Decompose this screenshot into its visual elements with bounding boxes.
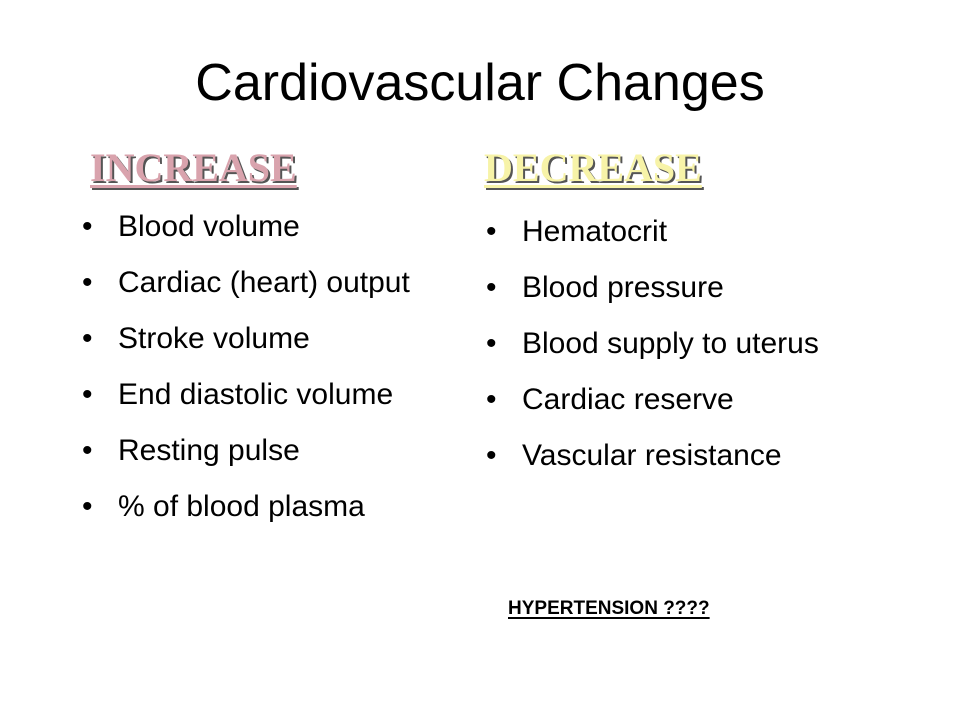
- bullet-icon: •: [486, 327, 497, 360]
- bullet-icon: •: [82, 378, 93, 411]
- decrease-list: • Hematocrit • Blood pressure • Blood suppl…: [486, 214, 926, 494]
- list-item-label: Cardiac (heart) output: [118, 266, 410, 299]
- increase-heading: INCREASE: [90, 145, 297, 190]
- list-item-label: End diastolic volume: [118, 378, 394, 411]
- bullet-icon: •: [82, 266, 93, 299]
- list-item: • Cardiac reserve: [486, 382, 926, 418]
- bullet-icon: •: [486, 271, 497, 304]
- list-item: • Vascular resistance: [486, 438, 926, 474]
- list-item-label: Vascular resistance: [522, 439, 782, 472]
- list-item: • Blood volume: [82, 209, 442, 245]
- list-item-label: Resting pulse: [118, 434, 300, 467]
- list-item-label: Blood supply to uterus: [522, 327, 819, 360]
- bullet-icon: •: [82, 322, 93, 355]
- list-item-label: Stroke volume: [118, 322, 310, 355]
- bullet-icon: •: [82, 434, 93, 467]
- list-item: • Blood supply to uterus: [486, 326, 926, 362]
- list-item: • Blood pressure: [486, 270, 926, 306]
- list-item: • Resting pulse: [82, 433, 442, 469]
- list-item: • Hematocrit: [486, 214, 926, 250]
- list-item: • % of blood plasma: [82, 489, 442, 525]
- bullet-icon: •: [486, 383, 497, 416]
- list-item: • End diastolic volume: [82, 377, 442, 413]
- list-item: • Cardiac (heart) output: [82, 265, 442, 301]
- list-item-label: Blood volume: [118, 210, 300, 243]
- decrease-heading: DECREASE: [484, 145, 702, 190]
- hypertension-note: HYPERTENSION ????: [508, 598, 710, 619]
- increase-list: • Blood volume • Cardiac (heart) output • S…: [82, 209, 442, 545]
- list-item-label: Cardiac reserve: [522, 383, 734, 416]
- list-item-label: Hematocrit: [522, 215, 668, 248]
- list-item-label: % of blood plasma: [118, 490, 365, 523]
- list-item: • Stroke volume: [82, 321, 442, 357]
- bullet-icon: •: [82, 490, 93, 523]
- bullet-icon: •: [82, 210, 93, 243]
- slide-title: Cardiovascular Changes: [195, 54, 765, 112]
- list-item-label: Blood pressure: [522, 271, 724, 304]
- bullet-icon: •: [486, 439, 497, 472]
- bullet-icon: •: [486, 215, 497, 248]
